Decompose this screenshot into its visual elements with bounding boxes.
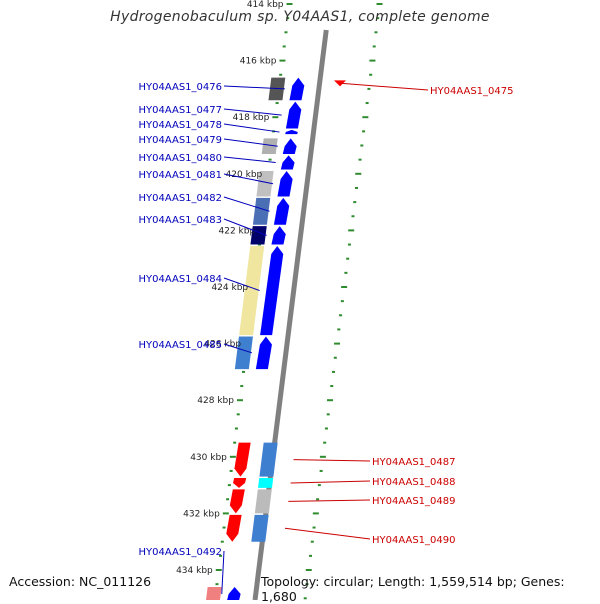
label-leader bbox=[223, 277, 260, 292]
forward-gene-label: HY04AAS1_0480 bbox=[139, 153, 222, 164]
label-leader bbox=[290, 480, 371, 484]
forward-gene-arrow bbox=[227, 586, 241, 600]
forward-gene-arrow bbox=[285, 101, 302, 129]
reverse-gene-label: HY04AAS1_0489 bbox=[372, 496, 455, 507]
ruler-label: 430 kbp bbox=[190, 453, 227, 463]
cog-block bbox=[239, 245, 265, 336]
map-title: Hydrogenobaculum sp. Y04AAS1, complete g… bbox=[110, 9, 490, 25]
label-leader bbox=[223, 343, 253, 354]
reverse-gene-label: HY04AAS1_0488 bbox=[372, 477, 455, 488]
forward-gene-label: HY04AAS1_0483 bbox=[139, 215, 222, 226]
label-leader bbox=[288, 499, 371, 502]
forward-gene-arrow bbox=[280, 155, 295, 170]
ruler-label: 420 kbp bbox=[226, 170, 263, 180]
label-leader bbox=[223, 138, 278, 147]
ruler-label: 432 kbp bbox=[183, 509, 220, 519]
reverse-gene-arrow bbox=[334, 80, 346, 87]
label-leader bbox=[223, 218, 267, 236]
cog-block bbox=[234, 336, 253, 370]
gene-layer bbox=[226, 77, 346, 600]
forward-gene-label: HY04AAS1_0484 bbox=[139, 274, 222, 285]
forward-gene-label: HY04AAS1_0476 bbox=[139, 82, 222, 93]
ruler-label: 424 kbp bbox=[211, 283, 248, 293]
ruler-label: 422 kbp bbox=[219, 226, 256, 236]
forward-gene-label: HY04AAS1_0481 bbox=[139, 170, 222, 181]
label-leader bbox=[293, 459, 371, 462]
reverse-gene-arrow bbox=[233, 478, 247, 488]
gene-label-layer: HY04AAS1_0476 HY04AAS1_0477 HY04AAS1_0478 H… bbox=[139, 82, 513, 595]
ruler-label-layer: 414 kbp 416 kbp 418 kbp 420 kbp 422 kbp 424 k… bbox=[176, 0, 284, 576]
cog-ring-layer bbox=[206, 77, 286, 600]
ruler-label: 414 kbp bbox=[247, 0, 284, 10]
forward-gene-arrow bbox=[255, 336, 272, 370]
forward-gene-arrow bbox=[285, 129, 298, 135]
label-leader bbox=[340, 82, 429, 91]
reverse-gene-label: HY04AAS1_0490 bbox=[372, 535, 455, 546]
forward-gene-label: HY04AAS1_0477 bbox=[139, 105, 222, 116]
label-leader bbox=[223, 85, 285, 90]
reverse-gene-label: HY04AAS1_0475 bbox=[430, 86, 513, 97]
cog-block bbox=[256, 170, 274, 197]
cog-block bbox=[258, 478, 274, 488]
forward-gene-arrow bbox=[273, 197, 290, 225]
reverse-gene-label: HY04AAS1_0487 bbox=[372, 457, 455, 468]
label-leader bbox=[223, 108, 282, 116]
forward-gene-arrow bbox=[282, 138, 297, 154]
cog-block bbox=[261, 138, 278, 154]
forward-gene-label: HY04AAS1_0485 bbox=[139, 340, 222, 351]
forward-gene-label: HY04AAS1_0479 bbox=[139, 135, 222, 146]
cog-block bbox=[206, 586, 222, 600]
forward-gene-label: HY04AAS1_0482 bbox=[139, 193, 222, 204]
forward-gene-arrow bbox=[271, 226, 286, 245]
ruler-label: 416 kbp bbox=[240, 57, 277, 67]
label-leader bbox=[223, 173, 274, 185]
label-leader bbox=[221, 550, 225, 595]
reverse-gene-arrow bbox=[226, 514, 242, 542]
ruler-label: 428 kbp bbox=[197, 396, 234, 406]
ruler-label: 426 kbp bbox=[204, 340, 241, 350]
forward-gene-label: HY04AAS1_0478 bbox=[139, 120, 222, 131]
reverse-gene-arrow bbox=[234, 442, 251, 477]
cog-block bbox=[259, 442, 278, 477]
forward-gene-label: HY04AAS1_0492 bbox=[139, 547, 222, 558]
reverse-gene-arrow bbox=[229, 489, 245, 514]
ruler-label: 418 kbp bbox=[233, 113, 270, 123]
label-leader bbox=[223, 123, 280, 133]
ruler-label: 434 kbp bbox=[176, 566, 213, 576]
label-leader bbox=[284, 527, 371, 540]
cog-block bbox=[254, 489, 272, 514]
cog-block bbox=[251, 514, 269, 542]
label-leader bbox=[223, 196, 270, 212]
forward-gene-arrow bbox=[260, 245, 284, 336]
forward-gene-arrow bbox=[289, 77, 305, 101]
cog-block bbox=[252, 197, 271, 225]
accession-text: Accession: NC_011126 bbox=[9, 574, 152, 589]
label-leader bbox=[223, 156, 276, 163]
forward-gene-arrow bbox=[277, 170, 293, 197]
